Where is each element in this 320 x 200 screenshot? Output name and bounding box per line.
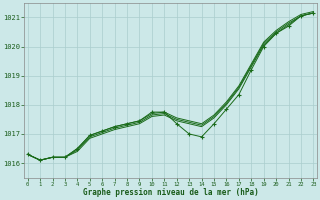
X-axis label: Graphe pression niveau de la mer (hPa): Graphe pression niveau de la mer (hPa) [83,188,259,197]
